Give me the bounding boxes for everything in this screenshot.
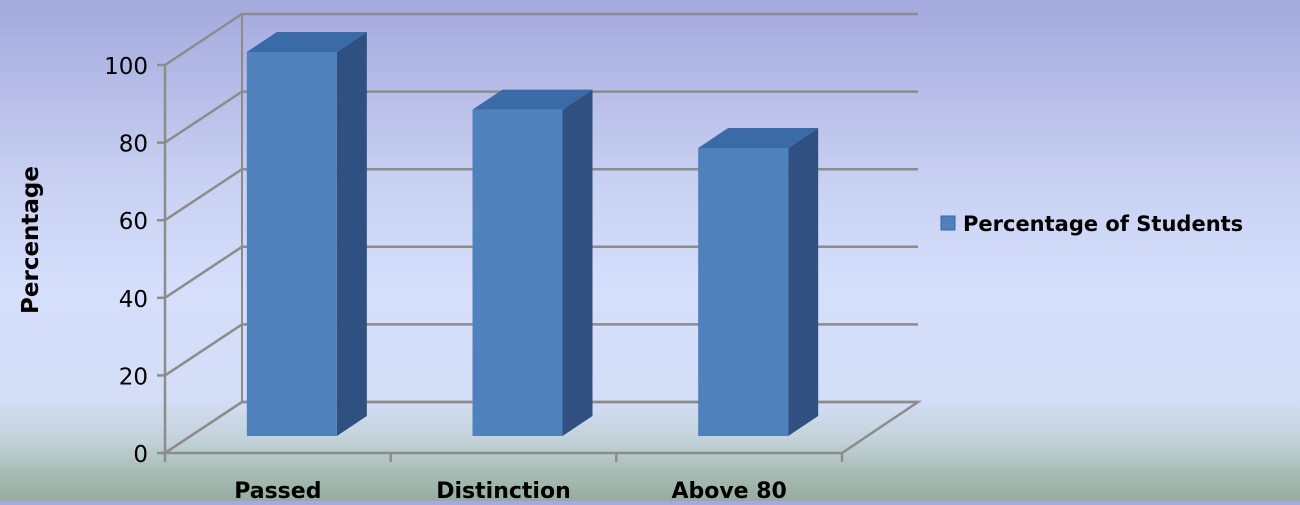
gridline <box>164 245 918 299</box>
bar-front <box>246 52 337 436</box>
bar-side <box>788 128 819 436</box>
bar-top <box>698 128 819 148</box>
bar-top <box>246 32 367 52</box>
bar-top <box>472 89 593 110</box>
bar-side <box>562 89 593 436</box>
bars <box>246 32 819 436</box>
bar <box>698 128 819 436</box>
y-tick-label: 80 <box>119 132 148 158</box>
gridline <box>164 12 918 67</box>
bar-front <box>472 109 563 436</box>
gridline <box>164 323 918 377</box>
y-tick-label: 0 <box>133 442 148 468</box>
y-tick-label: 60 <box>119 209 148 235</box>
axis-labels: Percentage <box>18 166 44 314</box>
x-tick-label: Above 80 <box>671 479 786 501</box>
axes <box>157 63 844 462</box>
gridlines <box>164 12 918 455</box>
bar-front <box>698 148 789 436</box>
bar <box>472 89 593 436</box>
legend-swatch <box>940 215 956 231</box>
gridline <box>164 167 918 222</box>
tick-labels: 0 20 40 60 80 100 Passed Distinction Above 80 <box>104 54 787 504</box>
y-tick-label: 20 <box>119 364 148 390</box>
y-tick-label: 40 <box>119 287 148 313</box>
y-tick-label: 100 <box>104 54 148 80</box>
bar-side <box>336 32 367 436</box>
legend-label: Percentage of Students <box>963 212 1243 236</box>
gridline <box>164 90 918 144</box>
legend: Percentage of Students <box>940 212 1243 236</box>
x-tick-label: Passed <box>234 479 321 501</box>
y-axis-label: Percentage <box>18 166 44 314</box>
x-tick-label: Distinction <box>436 479 571 501</box>
bar <box>246 32 367 436</box>
gridline <box>164 400 918 455</box>
